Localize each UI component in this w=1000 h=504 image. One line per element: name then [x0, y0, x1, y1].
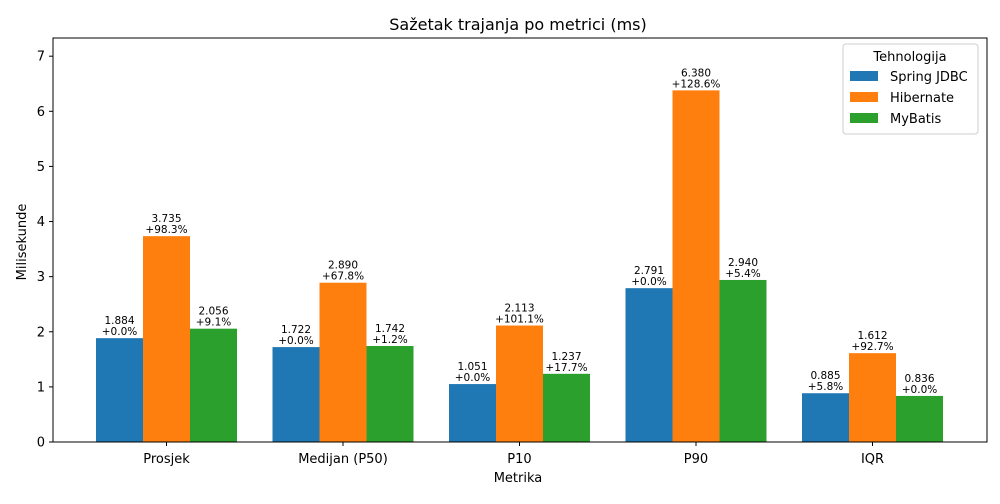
bar-value-label: 1.612 — [857, 330, 887, 342]
y-tick-label: 7 — [37, 50, 45, 65]
bar — [543, 373, 590, 442]
bar-labels-layer: 1.884+0.0% 1.722+0.0%1.051+0.0%2.791+0.0%… — [102, 67, 937, 396]
bar — [625, 288, 673, 442]
x-tick-label: Prosjek — [143, 452, 190, 467]
x-axis-label: Metrika — [494, 471, 543, 486]
bar-delta-label: +5.4% — [725, 268, 760, 280]
bar-delta-label: +0.0% — [102, 326, 137, 338]
bar-value-label: 0.885 — [810, 370, 840, 382]
bar-value-label: 2.940 — [728, 257, 758, 269]
x-tick-label: P90 — [684, 452, 708, 467]
legend-swatch — [850, 113, 878, 123]
axes-layer: 0 1 2 3 4 5 6 7 Prosjek Medijan (P50) P10 P90 IQR — [37, 37, 988, 467]
y-tick-label: 6 — [37, 105, 45, 120]
bar-delta-label: +0.0% — [455, 372, 490, 384]
bar-value-label: 2.113 — [504, 303, 534, 315]
legend-label: Spring JDBC — [890, 70, 968, 85]
bar — [672, 90, 720, 442]
bar-value-label: 1.237 — [551, 351, 581, 363]
legend: Tehnologija Spring JDBC Hibernate MyBatis — [842, 43, 979, 135]
bar-delta-label: +9.1% — [196, 317, 231, 329]
bar — [802, 393, 849, 442]
y-tick-label: 2 — [37, 325, 45, 340]
y-tick-label: 1 — [37, 380, 45, 395]
y-tick-label: 0 — [37, 436, 45, 451]
bar — [366, 345, 414, 442]
bar-value-label: 1.742 — [375, 323, 405, 335]
x-tick-label: Medijan (P50) — [298, 452, 388, 467]
legend-label: MyBatis — [890, 112, 942, 127]
bar — [719, 279, 767, 442]
bar-value-label: 1.051 — [457, 361, 487, 373]
bar-delta-label: +67.8% — [322, 271, 364, 283]
bar-value-label: 2.890 — [328, 260, 358, 272]
bar-delta-label: +17.7% — [545, 362, 587, 374]
bar-value-label: 2.056 — [198, 306, 228, 318]
bar-value-label: 0.836 — [904, 373, 934, 385]
legend-swatch — [850, 92, 878, 102]
y-axis-label: Milisekunde — [15, 204, 30, 281]
legend-swatch — [850, 71, 878, 81]
bars-layer — [96, 90, 943, 442]
x-tick-label: P10 — [507, 452, 531, 467]
bar-value-label: 1.884 — [104, 315, 134, 327]
bar-value-label: 3.735 — [151, 213, 181, 225]
bar — [143, 236, 190, 442]
chart-title: Sažetak trajanja po metrici (ms) — [389, 15, 647, 34]
bar — [896, 395, 943, 442]
y-tick-label: 4 — [37, 215, 45, 230]
bar-delta-label: +0.0% — [631, 276, 666, 288]
bar — [96, 338, 143, 442]
bar-delta-label: +92.7% — [851, 341, 893, 353]
bar-delta-label: +101.1% — [495, 314, 544, 326]
bar-delta-label: +5.8% — [808, 381, 843, 393]
x-tick-label: IQR — [861, 452, 884, 467]
legend-frame — [842, 43, 979, 135]
bar-value-label: 6.380 — [681, 67, 711, 79]
bar — [849, 353, 896, 442]
bar — [190, 328, 237, 442]
bar — [319, 282, 367, 442]
bar-delta-label: +1.2% — [372, 334, 407, 346]
bar — [496, 325, 543, 442]
bar — [449, 384, 496, 442]
legend-title: Tehnologija — [872, 50, 946, 65]
legend-label: Hibernate — [890, 91, 954, 106]
bar-delta-label: +128.6% — [672, 78, 721, 90]
bar — [272, 347, 320, 442]
y-tick-label: 5 — [37, 160, 45, 175]
bar-delta-label: +0.0% — [278, 335, 313, 347]
bar-value-label: 1.722 — [281, 324, 311, 336]
bar-value-label: 2.791 — [634, 265, 664, 277]
bar-delta-label: +0.0% — [902, 384, 937, 396]
y-tick-label: 3 — [37, 270, 45, 285]
bar-delta-label: +98.3% — [145, 224, 187, 236]
